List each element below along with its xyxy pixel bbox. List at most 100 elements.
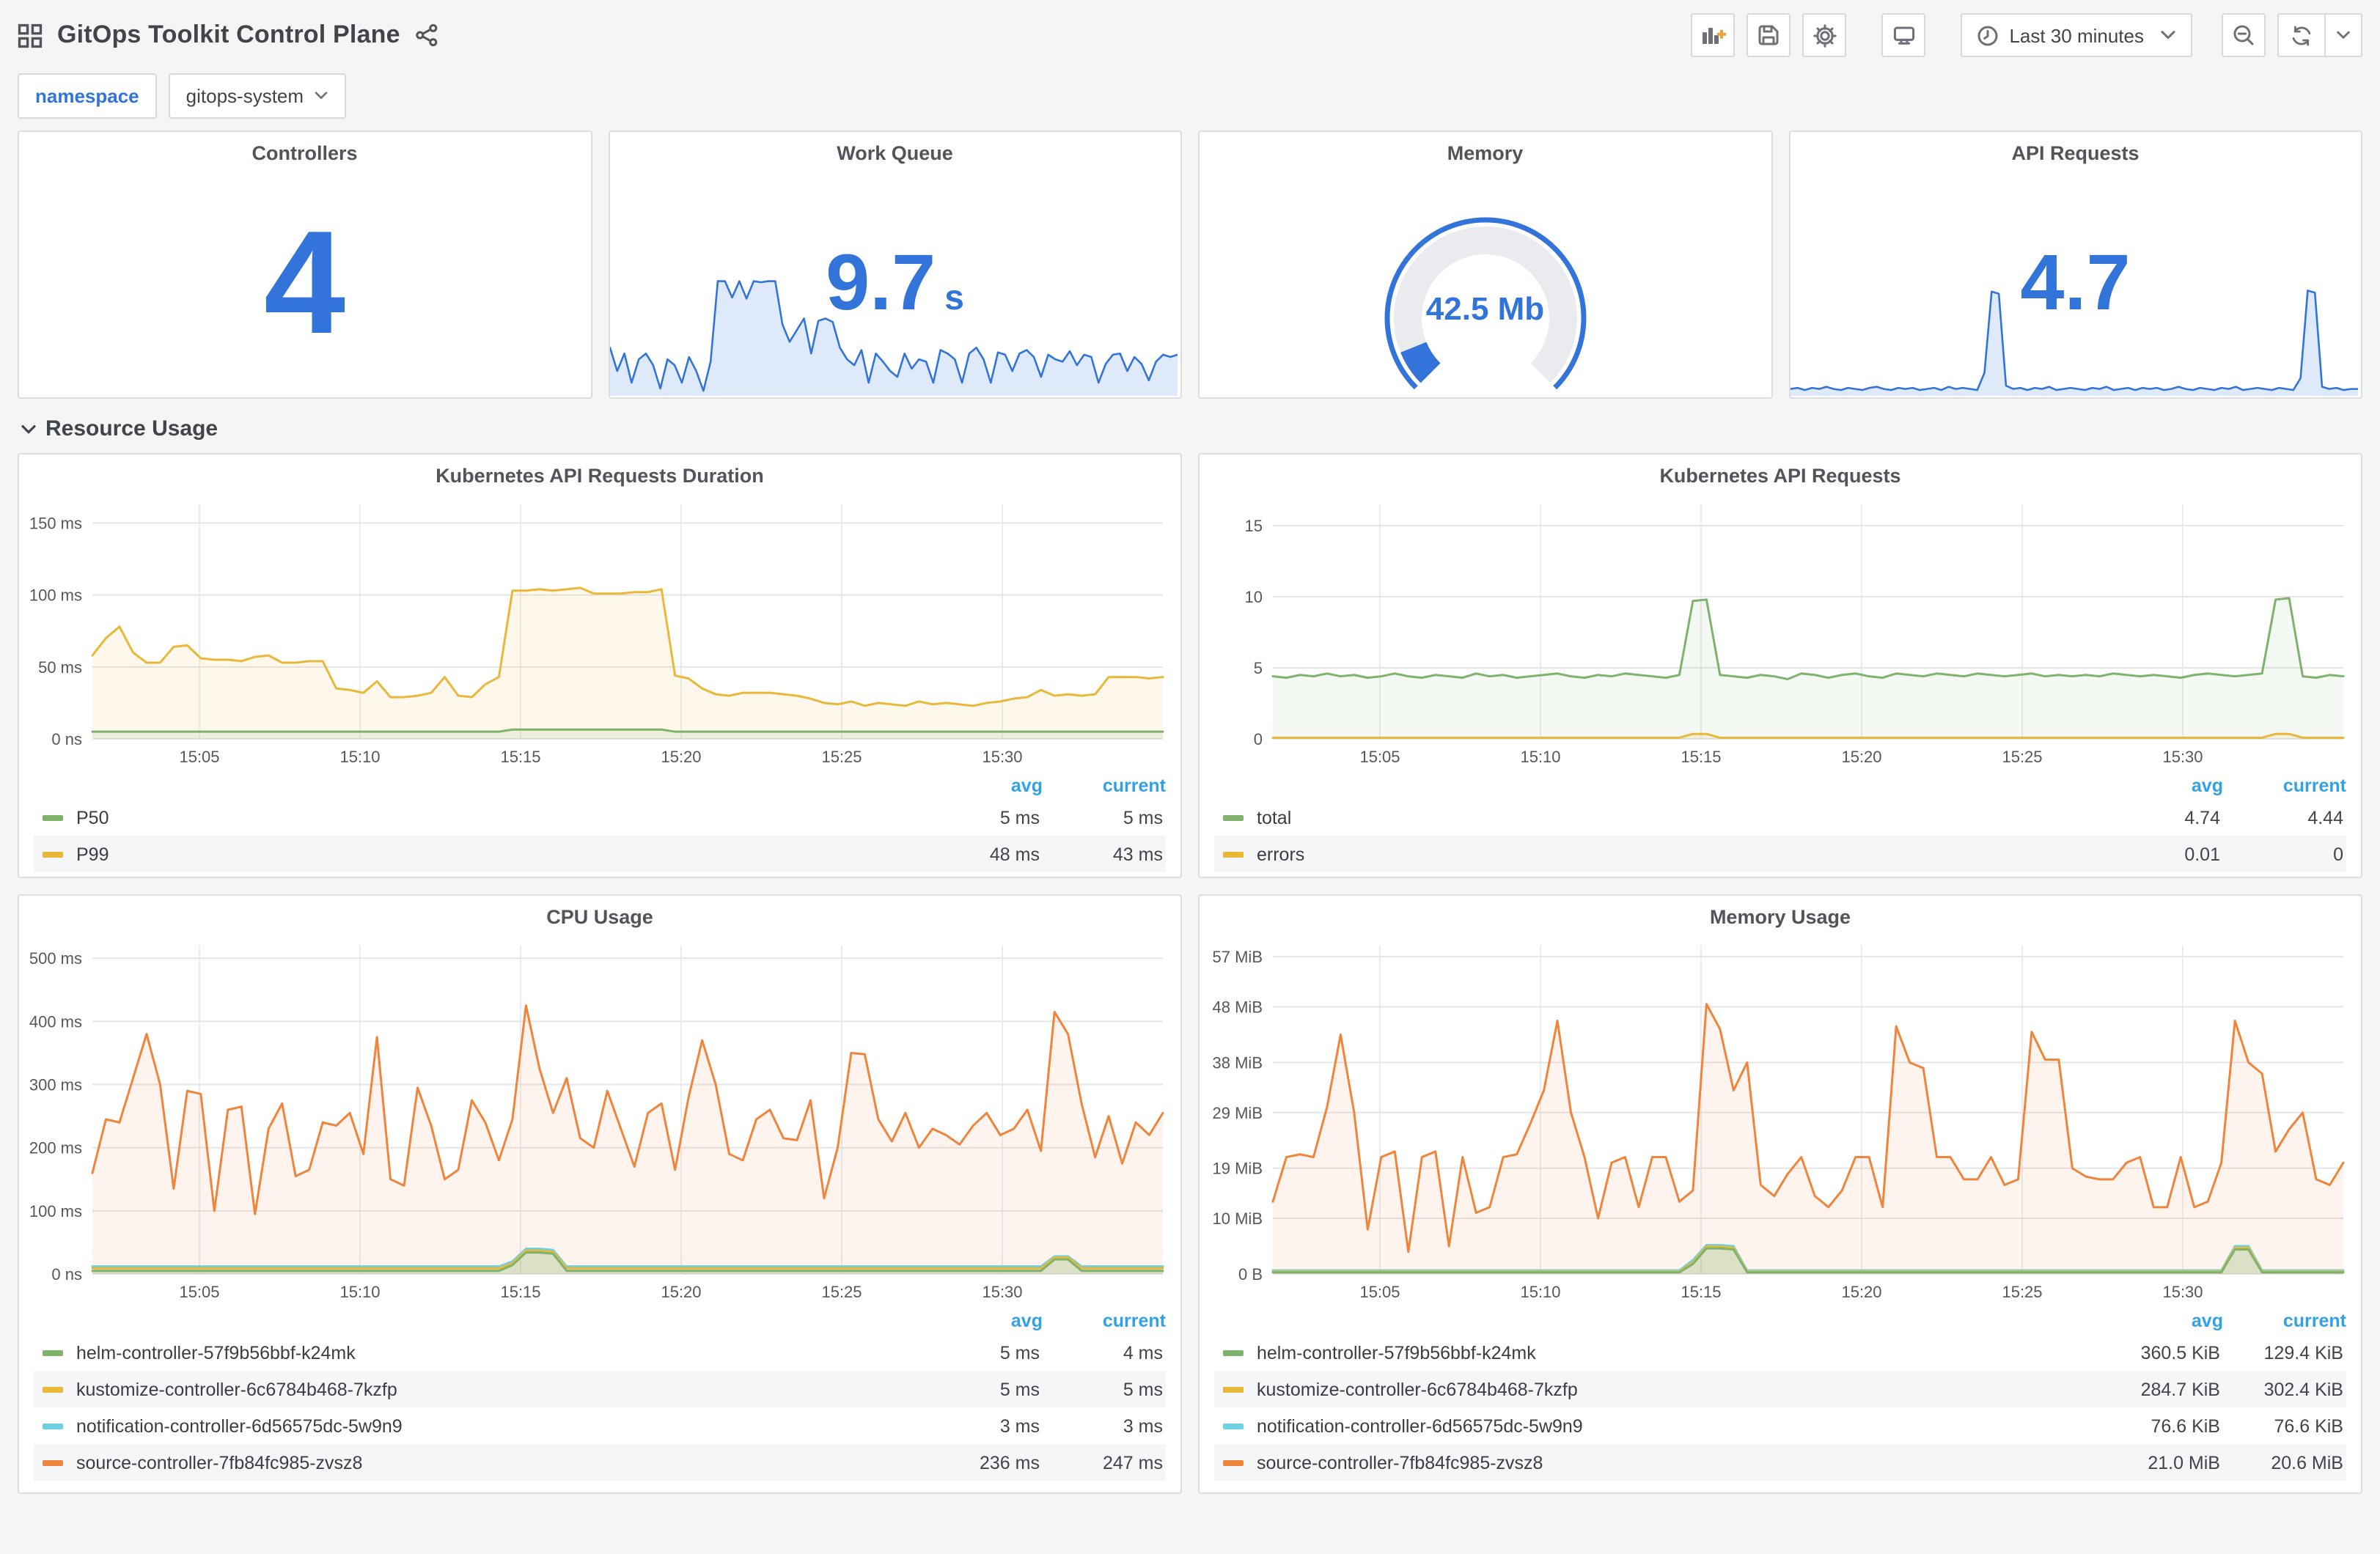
- panel-title[interactable]: Kubernetes API Requests Duration: [436, 465, 764, 487]
- legend-row[interactable]: kustomize-controller-6c6784b468-7kzfp 5 m…: [34, 1371, 1166, 1407]
- svg-text:50 ms: 50 ms: [38, 658, 82, 677]
- series-name: total: [1257, 807, 1292, 828]
- legend-row[interactable]: source-controller-7fb84fc985-zvsz8 236 ms…: [34, 1444, 1166, 1481]
- settings-button[interactable]: [1802, 13, 1847, 57]
- panel-title[interactable]: CPU Usage: [546, 906, 653, 928]
- series-name: P99: [76, 844, 109, 864]
- series-avg: 4.74: [2184, 807, 2220, 828]
- legend-row[interactable]: total 4.74 4.44: [1214, 799, 2346, 836]
- legend-header: avg current: [1214, 1306, 2346, 1334]
- refresh-interval-dropdown[interactable]: [2326, 15, 2361, 56]
- chart-legend: avg current helm-controller-57f9b56bbf-k24…: [1200, 1306, 2361, 1487]
- svg-text:15:15: 15:15: [500, 748, 540, 766]
- api-requests-sparkline: [1790, 290, 2357, 396]
- series-avg: 0.01: [2184, 844, 2220, 864]
- legend-sort-current[interactable]: current: [1102, 775, 1166, 795]
- time-series-chart[interactable]: 15:05 15:10 15:15 15:20 15:25 15:30 0 ns 100 ms…: [19, 934, 1178, 1306]
- svg-text:15:20: 15:20: [1841, 748, 1881, 766]
- series-current: 0: [2333, 844, 2343, 864]
- legend-sort-avg[interactable]: avg: [2191, 1310, 2223, 1330]
- svg-text:100 ms: 100 ms: [29, 1202, 82, 1220]
- cycle-view-mode-button[interactable]: [1881, 13, 1926, 57]
- series-color-dash: [43, 1459, 63, 1465]
- row-toggle-resource-usage[interactable]: Resource Usage: [18, 399, 2362, 453]
- series-name: source-controller-7fb84fc985-zvsz8: [1257, 1452, 1543, 1473]
- legend-sort-avg[interactable]: avg: [1010, 1310, 1043, 1330]
- series-avg: 360.5 KiB: [2140, 1342, 2220, 1363]
- panel-title[interactable]: Controllers: [251, 142, 358, 164]
- time-series-chart[interactable]: 15:05 15:10 15:15 15:20 15:25 15:30 0 5 10 15: [1200, 493, 2358, 771]
- series-current: 43 ms: [1112, 844, 1163, 864]
- gauge-value: 42.5 Mb: [1425, 290, 1545, 327]
- legend-row[interactable]: helm-controller-57f9b56bbf-k24mk 5 ms 4 ms: [34, 1334, 1166, 1371]
- svg-text:0 ns: 0 ns: [51, 730, 82, 748]
- svg-text:29 MiB: 29 MiB: [1213, 1104, 1263, 1122]
- svg-text:0 ns: 0 ns: [51, 1265, 82, 1284]
- add-panel-button[interactable]: [1691, 13, 1736, 57]
- panel-controllers: Controllers 4: [18, 130, 592, 399]
- legend-row[interactable]: source-controller-7fb84fc985-zvsz8 21.0 M…: [1214, 1444, 2346, 1481]
- stat-value-controllers: 4: [263, 201, 346, 366]
- legend-row[interactable]: kustomize-controller-6c6784b468-7kzfp 284…: [1214, 1371, 2346, 1407]
- legend-sort-avg[interactable]: avg: [2191, 775, 2223, 795]
- series-current: 3 ms: [1123, 1415, 1163, 1436]
- chevron-down-icon: [314, 91, 328, 101]
- series-color-dash: [43, 851, 63, 857]
- svg-text:150 ms: 150 ms: [29, 515, 82, 533]
- svg-text:48 MiB: 48 MiB: [1213, 998, 1263, 1017]
- svg-text:15:20: 15:20: [1841, 1283, 1881, 1301]
- series-name: notification-controller-6d56575dc-5w9n9: [1257, 1415, 1583, 1436]
- svg-text:5: 5: [1254, 659, 1263, 677]
- legend-row[interactable]: helm-controller-57f9b56bbf-k24mk 360.5 Ki…: [1214, 1334, 2346, 1371]
- chart-legend: avg current P50 5 ms 5 ms P99 48 ms 43 ms: [19, 771, 1180, 877]
- refresh-button[interactable]: [2279, 15, 2326, 56]
- legend-row[interactable]: errors 0.01 0: [1214, 836, 2346, 872]
- svg-text:300 ms: 300 ms: [29, 1076, 82, 1094]
- dashboard-grid-icon[interactable]: [18, 23, 43, 48]
- memory-gauge: [1384, 217, 1586, 390]
- legend-sort-current[interactable]: current: [1102, 1310, 1166, 1330]
- panel-title[interactable]: Kubernetes API Requests: [1659, 465, 1901, 487]
- panel-cpu-usage: CPU Usage 15:05 15:10 15:15 15:20 15:25 15:30…: [18, 894, 1182, 1494]
- series-avg: 236 ms: [980, 1452, 1040, 1473]
- series-color-dash: [1223, 851, 1244, 857]
- legend-row[interactable]: notification-controller-6d56575dc-5w9n9 7…: [1214, 1407, 2346, 1444]
- series-name: kustomize-controller-6c6784b468-7kzfp: [76, 1379, 397, 1399]
- svg-text:15:25: 15:25: [821, 748, 862, 766]
- series-color-dash: [1223, 1423, 1244, 1429]
- legend-sort-current[interactable]: current: [2282, 775, 2346, 795]
- panel-work-queue: Work Queue 9.7 s: [608, 130, 1182, 399]
- legend-row[interactable]: P50 5 ms 5 ms: [34, 799, 1166, 836]
- share-icon[interactable]: [415, 23, 438, 47]
- svg-text:15:05: 15:05: [179, 1283, 219, 1301]
- legend-sort-avg[interactable]: avg: [1010, 775, 1043, 795]
- stat-panel-row: Controllers 4 Work Queue 9.7 s Memory 42.…: [18, 130, 2362, 399]
- time-range-picker[interactable]: Last 30 minutes: [1961, 13, 2192, 57]
- series-current: 5 ms: [1123, 807, 1163, 828]
- chart-legend: avg current total 4.74 4.44 errors 0.01 0: [1200, 771, 2361, 877]
- series-avg: 76.6 KiB: [2151, 1415, 2220, 1436]
- svg-text:57 MiB: 57 MiB: [1213, 948, 1263, 966]
- legend-row[interactable]: P99 48 ms 43 ms: [34, 836, 1166, 872]
- svg-text:15:10: 15:10: [1520, 1283, 1560, 1301]
- svg-text:15: 15: [1245, 517, 1263, 535]
- legend-sort-current[interactable]: current: [2282, 1310, 2346, 1330]
- series-avg: 284.7 KiB: [2140, 1379, 2220, 1399]
- panel-title[interactable]: Memory Usage: [1709, 906, 1851, 928]
- zoom-out-button[interactable]: [2222, 13, 2266, 57]
- page-title: GitOps Toolkit Control Plane: [57, 21, 400, 48]
- series-color-dash: [43, 814, 63, 820]
- panel-title[interactable]: API Requests: [2011, 142, 2140, 164]
- svg-text:0 B: 0 B: [1238, 1265, 1263, 1284]
- legend-row[interactable]: notification-controller-6d56575dc-5w9n9 3…: [34, 1407, 1166, 1444]
- panel-title[interactable]: Memory: [1447, 142, 1524, 164]
- series-current: 302.4 KiB: [2263, 1379, 2343, 1399]
- variable-value-namespace[interactable]: gitops-system: [168, 73, 347, 119]
- panel-k8s-api-requests: Kubernetes API Requests 15:05 15:10 15:15 1…: [1198, 453, 2362, 878]
- svg-text:100 ms: 100 ms: [29, 586, 82, 605]
- time-series-chart[interactable]: 15:05 15:10 15:15 15:20 15:25 15:30 0 B 10 MiB 1…: [1200, 934, 2358, 1306]
- svg-text:19 MiB: 19 MiB: [1213, 1160, 1263, 1178]
- panel-title[interactable]: Work Queue: [837, 142, 953, 164]
- save-dashboard-button[interactable]: [1747, 13, 1791, 57]
- time-series-chart[interactable]: 15:05 15:10 15:15 15:20 15:25 15:30 0 ns 50 ms 1…: [19, 493, 1178, 771]
